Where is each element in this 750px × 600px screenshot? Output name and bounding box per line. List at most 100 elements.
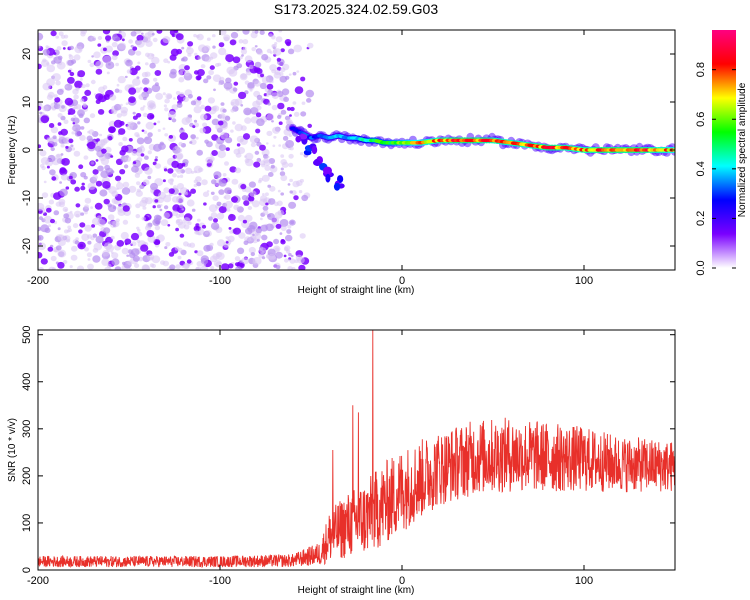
noise-blob xyxy=(272,126,281,134)
snr-series-line xyxy=(38,330,675,569)
noise-blob xyxy=(220,113,226,119)
noise-blob xyxy=(293,44,303,53)
noise-blob xyxy=(108,221,112,225)
noise-blob xyxy=(159,204,163,207)
noise-blob xyxy=(70,179,77,185)
noise-blob xyxy=(245,158,254,167)
noise-blob xyxy=(97,36,103,40)
noise-blob xyxy=(167,111,177,119)
noise-blob xyxy=(181,265,185,268)
noise-blob xyxy=(190,134,196,140)
noise-blob xyxy=(278,30,283,33)
noise-blob xyxy=(84,204,89,209)
noise-blob xyxy=(231,178,239,185)
noise-blob xyxy=(154,82,159,87)
noise-blob xyxy=(255,128,261,134)
noise-blob xyxy=(262,210,269,216)
noise-blob xyxy=(129,67,138,76)
noise-blob xyxy=(289,190,293,194)
noise-blob xyxy=(80,185,86,191)
noise-blob xyxy=(140,244,149,252)
noise-blob xyxy=(234,98,243,106)
noise-blob xyxy=(147,235,156,243)
noise-blob xyxy=(57,113,63,118)
noise-blob xyxy=(140,106,145,111)
noise-blob xyxy=(182,96,189,103)
noise-blob xyxy=(254,233,262,240)
noise-blob xyxy=(46,165,50,169)
noise-blob xyxy=(40,157,50,165)
spectrogram-xtick-label: 100 xyxy=(575,275,593,287)
signal-branch-blob xyxy=(325,173,331,183)
noise-blob xyxy=(95,99,101,104)
noise-blob xyxy=(175,90,181,96)
noise-blob xyxy=(116,83,120,87)
noise-blob xyxy=(218,189,225,195)
noise-blob xyxy=(102,250,110,257)
noise-blob xyxy=(301,194,309,202)
noise-blob xyxy=(69,45,74,50)
noise-blob xyxy=(176,48,183,55)
noise-blob xyxy=(187,94,193,99)
colorbar-tick-label: 0.2 xyxy=(695,211,707,226)
noise-blob xyxy=(211,179,217,185)
noise-blob xyxy=(137,61,141,65)
noise-blob xyxy=(278,144,282,147)
colorbar-tick-label: 0.6 xyxy=(695,112,707,127)
noise-blob xyxy=(69,71,75,77)
noise-blob xyxy=(176,219,180,223)
noise-blob xyxy=(46,64,56,73)
noise-blob xyxy=(153,143,162,152)
noise-blob xyxy=(122,136,128,142)
noise-blob xyxy=(252,260,257,265)
noise-blob xyxy=(272,49,278,54)
noise-blob xyxy=(131,248,140,256)
spectrogram-ytick-label: 10 xyxy=(21,96,33,108)
noise-blob xyxy=(163,58,169,63)
noise-blob xyxy=(218,179,227,187)
noise-blob xyxy=(130,31,137,37)
noise-blob xyxy=(288,73,292,76)
noise-blob xyxy=(53,210,60,216)
noise-blob xyxy=(307,123,313,128)
noise-blob xyxy=(187,41,194,47)
noise-blob xyxy=(130,44,134,48)
noise-blob xyxy=(256,94,263,100)
noise-blob xyxy=(60,34,66,39)
noise-blob xyxy=(255,98,263,106)
noise-blob xyxy=(177,175,180,178)
noise-blob xyxy=(298,264,306,270)
noise-blob xyxy=(86,252,92,258)
noise-blob xyxy=(116,187,119,191)
noise-blob xyxy=(242,46,247,51)
signal-branch-blob xyxy=(313,159,321,166)
noise-blob xyxy=(131,165,139,173)
snr-xtick-label: 100 xyxy=(575,575,593,587)
noise-blob xyxy=(50,255,57,262)
noise-blob xyxy=(84,89,92,96)
noise-blob xyxy=(100,157,110,166)
noise-blob xyxy=(184,65,190,71)
noise-blob xyxy=(289,258,296,264)
noise-blob xyxy=(130,232,140,241)
noise-blob xyxy=(208,216,213,221)
noise-blob xyxy=(71,245,78,252)
noise-blob xyxy=(179,92,185,97)
noise-blob xyxy=(227,235,235,242)
noise-blob xyxy=(177,255,182,260)
noise-blob xyxy=(241,54,244,57)
noise-blob xyxy=(47,154,56,163)
noise-blob xyxy=(156,30,163,34)
noise-blob xyxy=(280,239,285,243)
noise-blob xyxy=(218,42,225,48)
noise-blob xyxy=(118,142,123,147)
noise-blob xyxy=(87,240,92,245)
noise-blob xyxy=(153,122,157,126)
noise-blob xyxy=(68,175,73,180)
spectrogram-xlabel: Height of straight line (km) xyxy=(298,285,415,296)
noise-blob xyxy=(193,179,199,184)
noise-blob xyxy=(277,189,281,193)
noise-blob xyxy=(56,46,62,51)
noise-blob xyxy=(167,168,174,174)
noise-blob xyxy=(97,165,104,172)
